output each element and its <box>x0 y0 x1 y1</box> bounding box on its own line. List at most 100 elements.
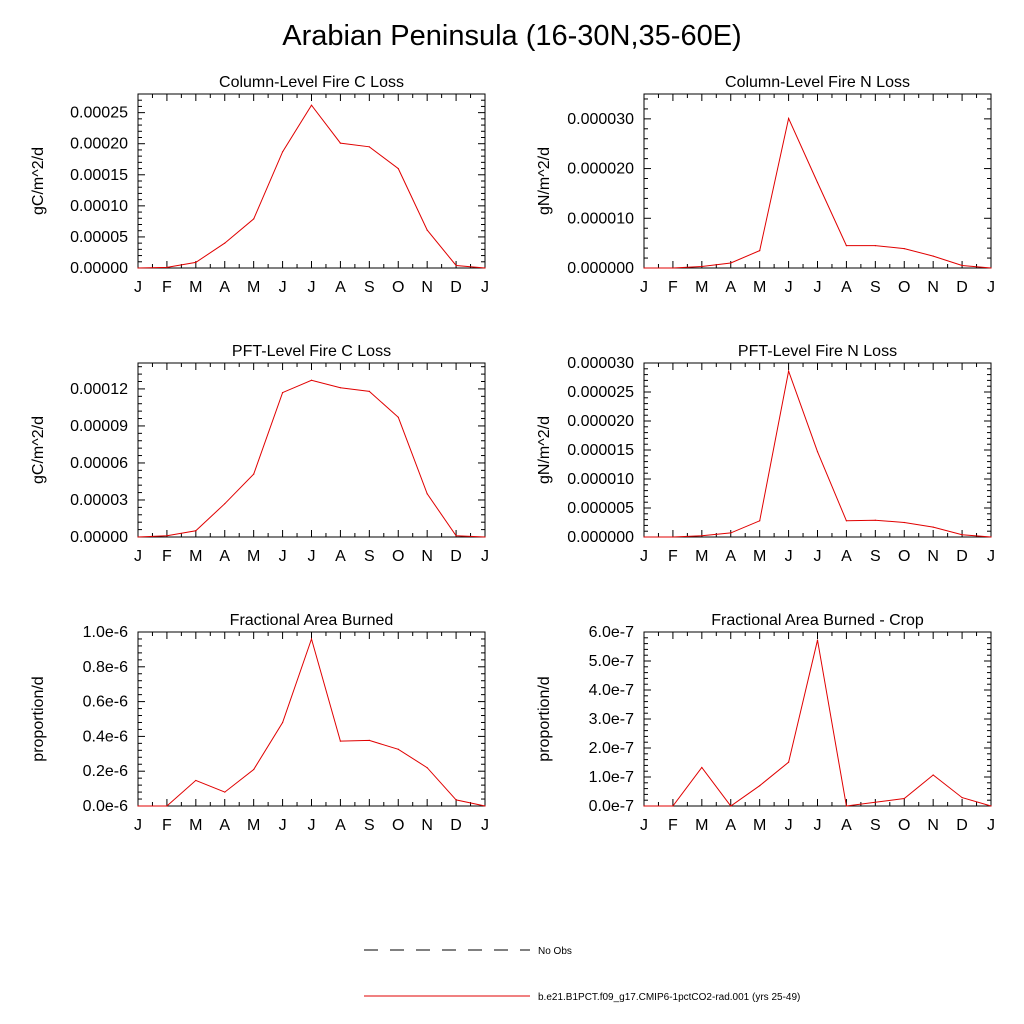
x-tick-label: J <box>640 279 648 296</box>
data-point <box>701 265 703 268</box>
x-tick-label: J <box>785 817 793 834</box>
data-point <box>195 530 197 532</box>
x-tick-label: M <box>247 548 260 565</box>
data-point <box>787 117 790 119</box>
page-title: Arabian Peninsula (16-30N,35-60E) <box>282 20 742 52</box>
x-tick-label: F <box>668 279 678 296</box>
data-point <box>672 536 674 538</box>
data-point <box>426 767 428 769</box>
data-point <box>932 774 934 776</box>
x-tick-label: A <box>335 279 346 296</box>
x-tick-label: O <box>392 548 404 565</box>
data-point <box>310 638 313 640</box>
data-point <box>730 532 732 534</box>
panel-title: PFT-Level Fire N Loss <box>738 343 897 360</box>
y-tick-label: 0.4e-6 <box>83 728 128 745</box>
y-tick-label: 0.00020 <box>70 136 128 153</box>
x-tick-label: N <box>421 548 433 565</box>
data-point <box>310 104 313 106</box>
y-tick-label: 0.00000 <box>70 529 128 546</box>
data-point <box>253 473 255 475</box>
x-tick-label: A <box>335 817 346 834</box>
y-tick-label: 0.0e-7 <box>589 798 634 815</box>
y-tick-label: 0.2e-6 <box>83 763 128 780</box>
y-tick-label: 0.00012 <box>70 381 128 398</box>
x-tick-label: J <box>987 279 995 296</box>
y-tick-label: 0.000030 <box>567 355 634 372</box>
y-axis-label: gC/m^2/d <box>30 416 47 484</box>
x-tick-label: M <box>189 548 202 565</box>
x-tick-label: J <box>279 817 287 834</box>
x-tick-label: S <box>364 548 375 565</box>
data-point <box>845 245 848 247</box>
data-point <box>816 639 819 641</box>
x-tick-label: F <box>668 548 678 565</box>
x-tick-label: J <box>134 548 142 565</box>
x-tick-label: M <box>189 279 202 296</box>
y-tick-label: 4.0e-7 <box>589 682 634 699</box>
data-point <box>484 805 486 807</box>
y-tick-label: 0.0e-6 <box>83 798 128 815</box>
data-point <box>874 801 876 803</box>
data-point <box>961 264 963 267</box>
x-tick-label: S <box>364 817 375 834</box>
y-tick-label: 0.6e-6 <box>83 694 128 711</box>
y-tick-label: 0.000020 <box>567 161 634 178</box>
x-tick-label: A <box>725 279 736 296</box>
x-tick-label: A <box>841 548 852 565</box>
x-tick-label: M <box>753 817 766 834</box>
x-tick-label: J <box>640 817 648 834</box>
data-point <box>759 250 761 252</box>
x-tick-label: M <box>753 279 766 296</box>
x-tick-label: J <box>308 548 316 565</box>
data-point <box>281 392 284 394</box>
x-tick-label: J <box>814 548 822 565</box>
data-point <box>397 167 399 170</box>
data-point <box>845 805 848 807</box>
x-tick-label: S <box>870 817 881 834</box>
data-point <box>426 229 428 231</box>
data-point <box>310 379 313 381</box>
data-point <box>643 267 645 269</box>
x-tick-label: S <box>870 279 881 296</box>
x-tick-label: M <box>753 548 766 565</box>
data-point <box>990 536 992 538</box>
data-point <box>643 805 645 807</box>
data-point <box>224 791 226 793</box>
data-point <box>397 416 399 418</box>
x-tick-label: M <box>695 279 708 296</box>
data-point <box>787 761 790 763</box>
data-point <box>990 805 992 807</box>
y-tick-label: 0.000015 <box>567 442 634 459</box>
panel-title: Column-Level Fire N Loss <box>725 74 910 91</box>
y-tick-label: 1.0e-6 <box>83 624 128 641</box>
x-tick-label: A <box>841 279 852 296</box>
y-tick-label: 5.0e-7 <box>589 653 634 670</box>
y-axis-label: gN/m^2/d <box>536 416 553 484</box>
x-tick-label: F <box>162 279 172 296</box>
series-line <box>644 369 992 538</box>
y-axis-label: gC/m^2/d <box>30 147 47 215</box>
panel-title: Fractional Area Burned - Crop <box>711 612 924 629</box>
legend: No Obs b.e21.B1PCT.f09_g17.CMIP6-1pctCO2-… <box>364 946 800 1003</box>
data-point <box>137 267 139 269</box>
x-tick-label: N <box>927 548 939 565</box>
plot-frame <box>643 362 992 538</box>
data-point <box>137 805 139 807</box>
x-tick-label: F <box>668 817 678 834</box>
x-tick-label: D <box>450 548 462 565</box>
x-tick-label: S <box>870 548 881 565</box>
data-point <box>845 520 848 522</box>
legend-label-1: No Obs <box>538 946 572 957</box>
data-point <box>281 721 284 724</box>
x-tick-label: J <box>134 279 142 296</box>
x-tick-label: D <box>450 817 462 834</box>
y-axis-label: proportion/d <box>536 676 553 761</box>
plot-frame <box>137 631 486 807</box>
y-axis-label: proportion/d <box>30 676 47 761</box>
y-tick-label: 0.000030 <box>567 111 634 128</box>
y-tick-label: 0.00025 <box>70 105 128 122</box>
plot-frame <box>137 362 486 538</box>
